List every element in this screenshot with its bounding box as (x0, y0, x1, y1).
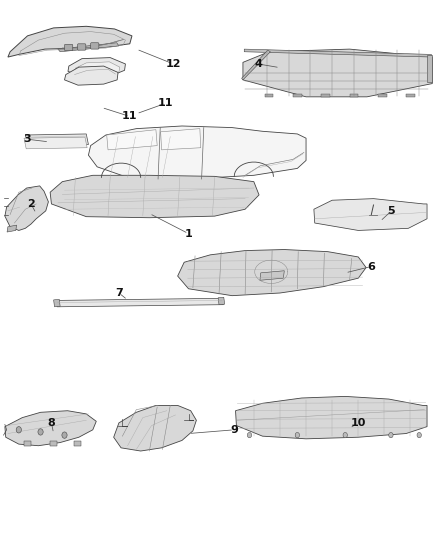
Text: 10: 10 (350, 418, 366, 428)
Text: 3: 3 (24, 134, 31, 144)
Text: 1: 1 (185, 229, 192, 239)
Polygon shape (24, 441, 31, 446)
Text: 5: 5 (387, 206, 395, 216)
Text: 2: 2 (27, 199, 35, 209)
Polygon shape (68, 58, 125, 77)
Polygon shape (161, 128, 201, 150)
Text: 9: 9 (230, 425, 238, 435)
Polygon shape (74, 441, 81, 446)
Polygon shape (74, 62, 120, 78)
Polygon shape (88, 69, 106, 76)
Polygon shape (24, 137, 87, 149)
Circle shape (16, 426, 21, 433)
Circle shape (417, 432, 421, 438)
Polygon shape (350, 94, 358, 97)
Text: 6: 6 (367, 262, 375, 271)
Polygon shape (50, 441, 57, 446)
Text: 11: 11 (122, 111, 138, 122)
Text: 7: 7 (115, 288, 123, 298)
Polygon shape (7, 225, 17, 232)
Polygon shape (53, 300, 60, 307)
Text: 8: 8 (48, 418, 55, 428)
Polygon shape (56, 298, 223, 307)
Polygon shape (64, 66, 118, 85)
FancyBboxPatch shape (91, 43, 99, 49)
Polygon shape (265, 94, 273, 97)
Circle shape (389, 432, 393, 438)
Polygon shape (314, 199, 427, 230)
Text: 4: 4 (254, 59, 262, 69)
Polygon shape (321, 94, 330, 97)
Polygon shape (25, 134, 88, 146)
Circle shape (343, 432, 347, 438)
Polygon shape (178, 249, 366, 296)
Polygon shape (260, 271, 284, 280)
Polygon shape (5, 186, 48, 230)
Polygon shape (8, 26, 132, 57)
Polygon shape (50, 175, 259, 217)
Polygon shape (88, 126, 306, 179)
Polygon shape (58, 43, 119, 52)
Text: 11: 11 (158, 98, 173, 108)
Circle shape (38, 429, 43, 435)
Polygon shape (243, 49, 432, 97)
Polygon shape (242, 50, 270, 80)
Circle shape (247, 432, 252, 438)
Polygon shape (236, 397, 427, 439)
Polygon shape (5, 411, 96, 446)
Polygon shape (378, 94, 387, 97)
Circle shape (62, 432, 67, 438)
Polygon shape (427, 55, 432, 82)
Polygon shape (406, 94, 415, 97)
Polygon shape (107, 130, 157, 150)
FancyBboxPatch shape (64, 44, 73, 51)
FancyBboxPatch shape (78, 44, 86, 50)
Text: 12: 12 (166, 59, 181, 69)
Polygon shape (218, 297, 225, 305)
Circle shape (295, 432, 300, 438)
Polygon shape (293, 94, 302, 97)
Polygon shape (114, 406, 196, 451)
Polygon shape (244, 49, 431, 57)
